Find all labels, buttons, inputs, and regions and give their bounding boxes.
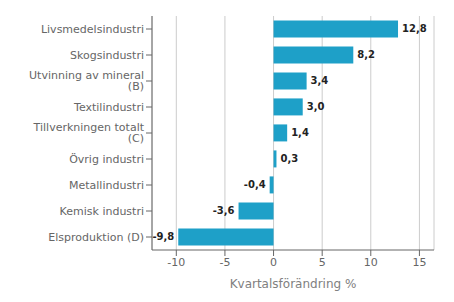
- svg-text:12,8: 12,8: [402, 23, 427, 34]
- svg-text:Livsmedelsindustri: Livsmedelsindustri: [41, 23, 144, 36]
- svg-text:-9,8: -9,8: [152, 231, 174, 242]
- svg-text:Kemisk industri: Kemisk industri: [60, 205, 144, 218]
- svg-text:0,3: 0,3: [280, 153, 298, 164]
- svg-text:Metallindustri: Metallindustri: [69, 179, 144, 192]
- svg-text:15: 15: [412, 256, 426, 269]
- svg-text:0: 0: [270, 256, 277, 269]
- svg-text:Elsproduktion (D): Elsproduktion (D): [48, 231, 144, 244]
- svg-text:8,2: 8,2: [357, 49, 375, 60]
- svg-text:-0,4: -0,4: [244, 179, 266, 190]
- svg-text:-3,6: -3,6: [213, 205, 235, 216]
- svg-text:1,4: 1,4: [291, 127, 309, 138]
- svg-text:5: 5: [319, 256, 326, 269]
- svg-text:-10: -10: [167, 256, 185, 269]
- svg-text:Skogsindustri: Skogsindustri: [70, 49, 144, 62]
- svg-text:Textilindustri: Textilindustri: [73, 101, 144, 114]
- svg-text:3,0: 3,0: [307, 101, 325, 112]
- svg-text:3,4: 3,4: [311, 75, 329, 86]
- svg-text:Tillverkningen totalt(C): Tillverkningen totalt(C): [33, 121, 145, 145]
- svg-text:Kvartalsförändring %: Kvartalsförändring %: [230, 277, 357, 291]
- svg-text:Övrig industri: Övrig industri: [69, 153, 144, 166]
- svg-text:Utvinning av mineral(B): Utvinning av mineral(B): [29, 69, 144, 93]
- svg-text:-5: -5: [219, 256, 230, 269]
- svg-text:10: 10: [364, 256, 378, 269]
